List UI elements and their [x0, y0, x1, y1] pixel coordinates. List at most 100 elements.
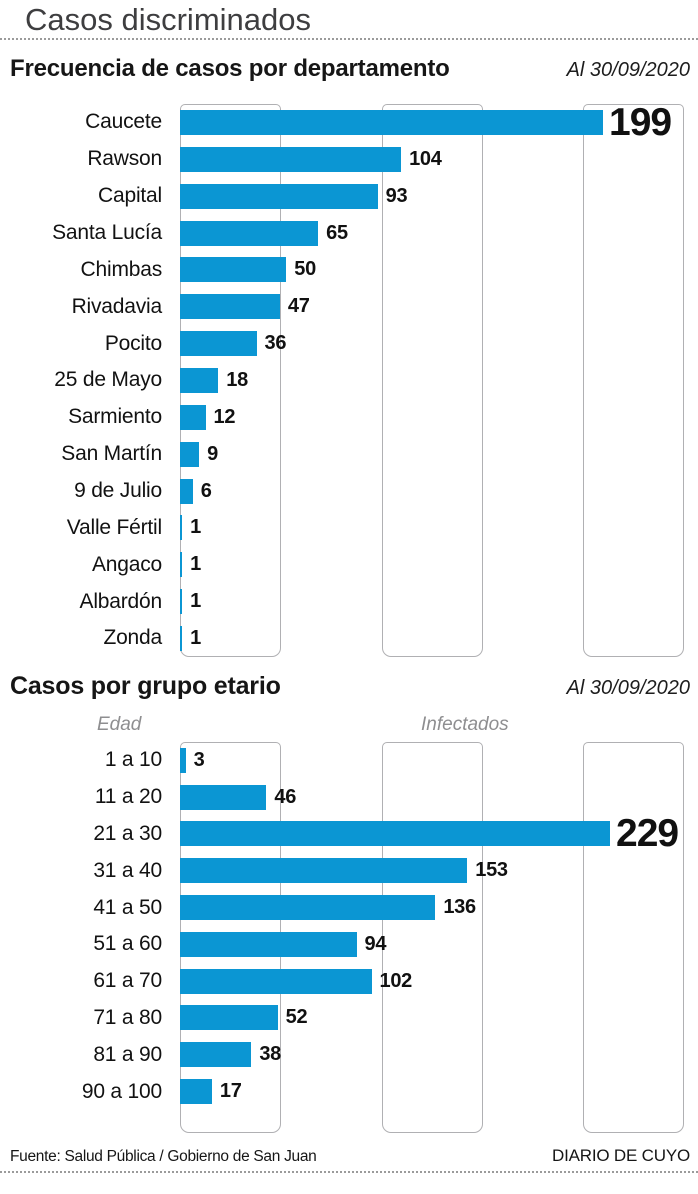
chart2-date-label: Al 30/09/2020 — [566, 677, 690, 699]
chart-row: 31 a 40 153 — [0, 852, 698, 889]
value-bar — [180, 478, 193, 504]
column-header-edad: Edad — [97, 714, 142, 735]
chart-row: Valle Fértil 1 — [0, 509, 698, 546]
category-label: Caucete — [85, 110, 162, 134]
chart-row: Capital 93 — [0, 178, 698, 215]
bar-area: 1 — [180, 552, 698, 578]
chart-row: San Martín 9 — [0, 436, 698, 473]
category-label: 9 de Julio — [74, 479, 162, 503]
value-label: 229 — [616, 812, 679, 856]
chart-row: Angaco 1 — [0, 546, 698, 583]
value-label: 136 — [443, 896, 476, 919]
value-label: 36 — [264, 332, 287, 355]
value-label: 94 — [364, 932, 387, 955]
value-bar — [180, 220, 319, 246]
chart2-column-headers: Edad Infectados — [0, 714, 698, 736]
value-bar — [180, 589, 183, 615]
bar-area: 17 — [180, 1079, 698, 1105]
value-label: 46 — [274, 785, 297, 808]
value-label: 3 — [193, 748, 205, 771]
bar-area: 47 — [180, 294, 698, 320]
chart-row: Santa Lucía 65 — [0, 215, 698, 252]
value-bar — [180, 1042, 252, 1068]
chart2-title: Casos por grupo etario — [10, 672, 281, 700]
category-label: Valle Fértil — [66, 515, 162, 539]
category-label: Rivadavia — [71, 294, 163, 318]
chart-row: 41 a 50 136 — [0, 889, 698, 926]
source-credit: Fuente: Salud Pública / Gobierno de San … — [10, 1148, 317, 1165]
grid-band — [583, 742, 684, 1133]
value-label: 1 — [190, 626, 201, 649]
value-label: 52 — [285, 1006, 308, 1029]
category-label: Rawson — [87, 147, 162, 171]
dotted-divider-bottom — [0, 1171, 698, 1173]
value-bar — [180, 331, 257, 357]
footer: Fuente: Salud Pública / Gobierno de San … — [10, 1146, 690, 1166]
value-label: 65 — [326, 221, 348, 244]
value-bar — [180, 1005, 278, 1031]
value-bar — [180, 784, 267, 810]
value-bar — [180, 441, 200, 467]
category-label: San Martín — [61, 442, 162, 466]
bar-area: 94 — [180, 931, 698, 957]
category-label: Angaco — [91, 552, 162, 576]
value-bar — [180, 625, 183, 651]
chart-row: 81 a 90 38 — [0, 1036, 698, 1073]
bar-area: 104 — [180, 146, 698, 172]
value-bar — [180, 183, 378, 209]
chart1-header: Frecuencia de casos por departamento Al … — [10, 55, 690, 83]
value-label: 6 — [200, 479, 212, 502]
bar-chart-age-groups: 1 a 10 3 11 a 20 46 21 a 30 229 31 a 40 153 41 a… — [0, 742, 698, 1133]
chart1-title: Frecuencia de casos por departamento — [10, 55, 450, 82]
category-label: 51 a 60 — [93, 932, 162, 956]
category-label: Pocito — [104, 331, 162, 355]
category-label: 25 de Mayo — [54, 368, 162, 392]
column-header-infectados: Infectados — [421, 714, 509, 735]
value-label: 47 — [287, 295, 310, 318]
category-label: 90 a 100 — [81, 1079, 162, 1103]
category-label: 31 a 40 — [93, 858, 162, 882]
value-bar — [180, 109, 603, 135]
bar-area: 52 — [180, 1005, 698, 1031]
value-label: 102 — [379, 969, 413, 992]
category-label: Chimbas — [80, 257, 163, 281]
category-label: Zonda — [103, 626, 162, 650]
chart-row: 1 a 10 3 — [0, 742, 698, 779]
bar-area: 1 — [180, 515, 698, 541]
bar-area: 36 — [180, 331, 698, 357]
chart-row: 9 de Julio 6 — [0, 473, 698, 510]
value-label: 9 — [207, 442, 218, 465]
value-bar — [180, 858, 468, 884]
chart-row: Chimbas 50 — [0, 251, 698, 288]
chart-row: Rivadavia 47 — [0, 288, 698, 325]
value-label: 18 — [226, 368, 248, 391]
value-bar — [180, 1079, 212, 1105]
value-label: 12 — [213, 405, 236, 428]
value-label: 38 — [259, 1043, 281, 1066]
brand-name: DIARIO DE CUYO — [552, 1146, 690, 1165]
chart-row: 21 a 30 229 — [0, 812, 698, 856]
chart2-rows: 1 a 10 3 11 a 20 46 21 a 30 229 31 a 40 153 41 a… — [0, 742, 698, 1110]
bar-area: 38 — [180, 1042, 698, 1068]
chart-row: 25 de Mayo 18 — [0, 362, 698, 399]
value-label: 1 — [190, 590, 201, 613]
bar-area: 65 — [180, 220, 698, 246]
value-bar — [180, 895, 436, 921]
value-bar — [180, 294, 280, 320]
bar-area: 9 — [180, 441, 698, 467]
value-bar — [180, 146, 402, 172]
chart-row: Albardón 1 — [0, 583, 698, 620]
chart1-rows: Caucete 199 Rawson 104 Capital 93 Santa Lucía 6… — [0, 103, 698, 657]
category-label: Albardón — [79, 589, 163, 613]
value-bar — [180, 404, 206, 430]
page-title: Casos discriminados — [25, 2, 311, 37]
bar-area: 18 — [180, 367, 698, 393]
value-bar — [180, 515, 183, 541]
value-bar — [180, 821, 610, 847]
bar-area: 1 — [180, 625, 698, 651]
grid-band — [382, 742, 483, 1133]
value-label: 93 — [385, 184, 408, 207]
chart-row: Zonda 1 — [0, 620, 698, 657]
chart2-header: Casos por grupo etario Al 30/09/2020 — [10, 672, 690, 700]
